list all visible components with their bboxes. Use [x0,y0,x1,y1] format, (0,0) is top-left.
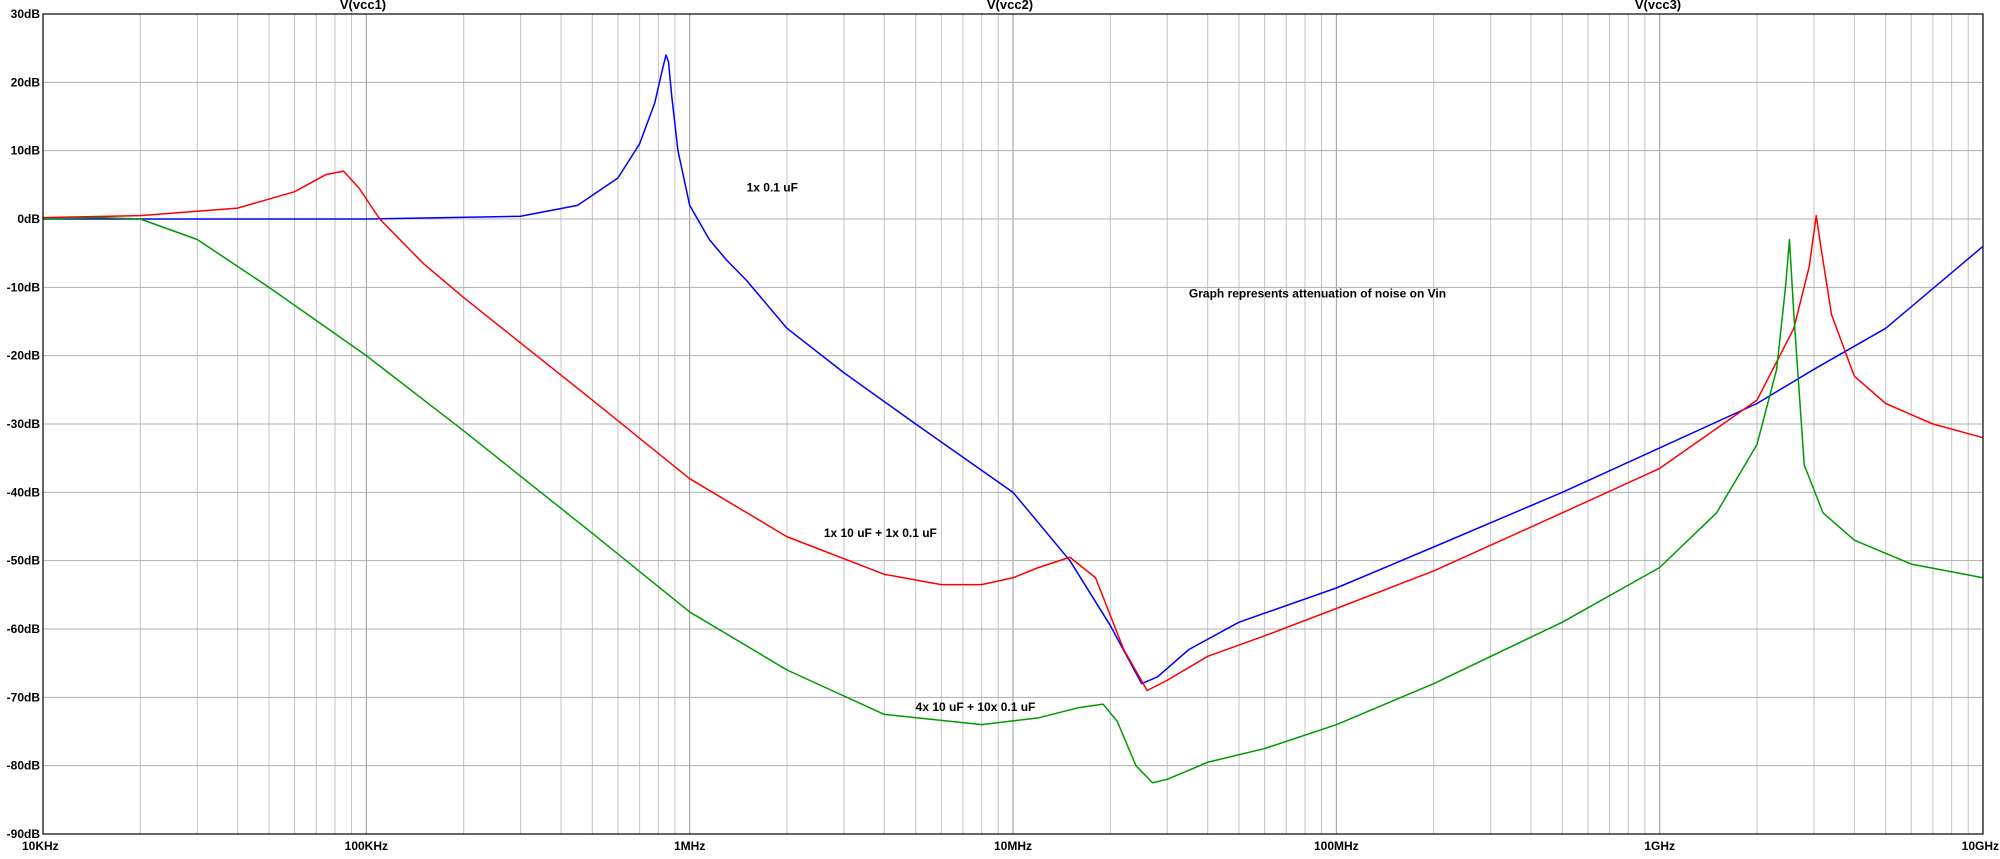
plot-frame [42,13,1984,835]
series-layer [42,54,1984,784]
trace-headers: V(vcc1) V(vcc2) V(vcc3) [340,0,1681,12]
y-tick-label: -10dB [7,280,41,294]
y-tick-label: -80dB [7,759,41,773]
plot-border [42,13,1984,835]
x-tick-label: 100KHz [345,839,388,853]
x-tick-label: 1MHz [674,839,705,853]
y-tick-label: -90dB [7,827,41,841]
annotation-label: 4x 10 uF + 10x 0.1 uF [916,700,1036,714]
y-tick-label: -50dB [7,554,41,568]
x-tick-label: 100MHz [1314,839,1359,853]
annotation-label: 1x 10 uF + 1x 0.1 uF [824,526,937,540]
y-tick-label: -70dB [7,690,41,704]
x-tick-label: 10KHz [22,839,59,853]
annotation-label: 1x 0.1 uF [747,181,798,195]
x-tick-label: 1GHz [1644,839,1675,853]
trace-header: V(vcc1) [340,0,386,12]
series-line-1 [43,54,1984,685]
y-tick-label: -60dB [7,622,41,636]
tick-labels: 30dB 20dB 10dB 0dB -10dB -20dB -30dB -40dB -50dB… [7,7,1999,853]
trace-header: V(vcc2) [987,0,1033,12]
y-tick-label: -30dB [7,417,41,431]
x-tick-label: 10GHz [1962,839,1999,853]
y-tick-label: -40dB [7,485,41,499]
trace-header: V(vcc3) [1635,0,1681,12]
y-tick-label: 0dB [17,212,40,226]
y-tick-label: 10dB [11,144,41,158]
series-line-2 [42,170,1984,692]
y-tick-label: 30dB [11,7,41,21]
grid [42,13,1983,835]
annotations: 1x 0.1 uF 1x 10 uF + 1x 0.1 uF 4x 10 uF + … [747,181,1446,714]
y-tick-label: -20dB [7,349,41,363]
x-tick-label: 10MHz [994,839,1032,853]
y-tick-label: 20dB [11,75,41,89]
annotation-label: Graph represents attenuation of noise on… [1189,287,1446,301]
series-line-3 [42,216,1984,784]
